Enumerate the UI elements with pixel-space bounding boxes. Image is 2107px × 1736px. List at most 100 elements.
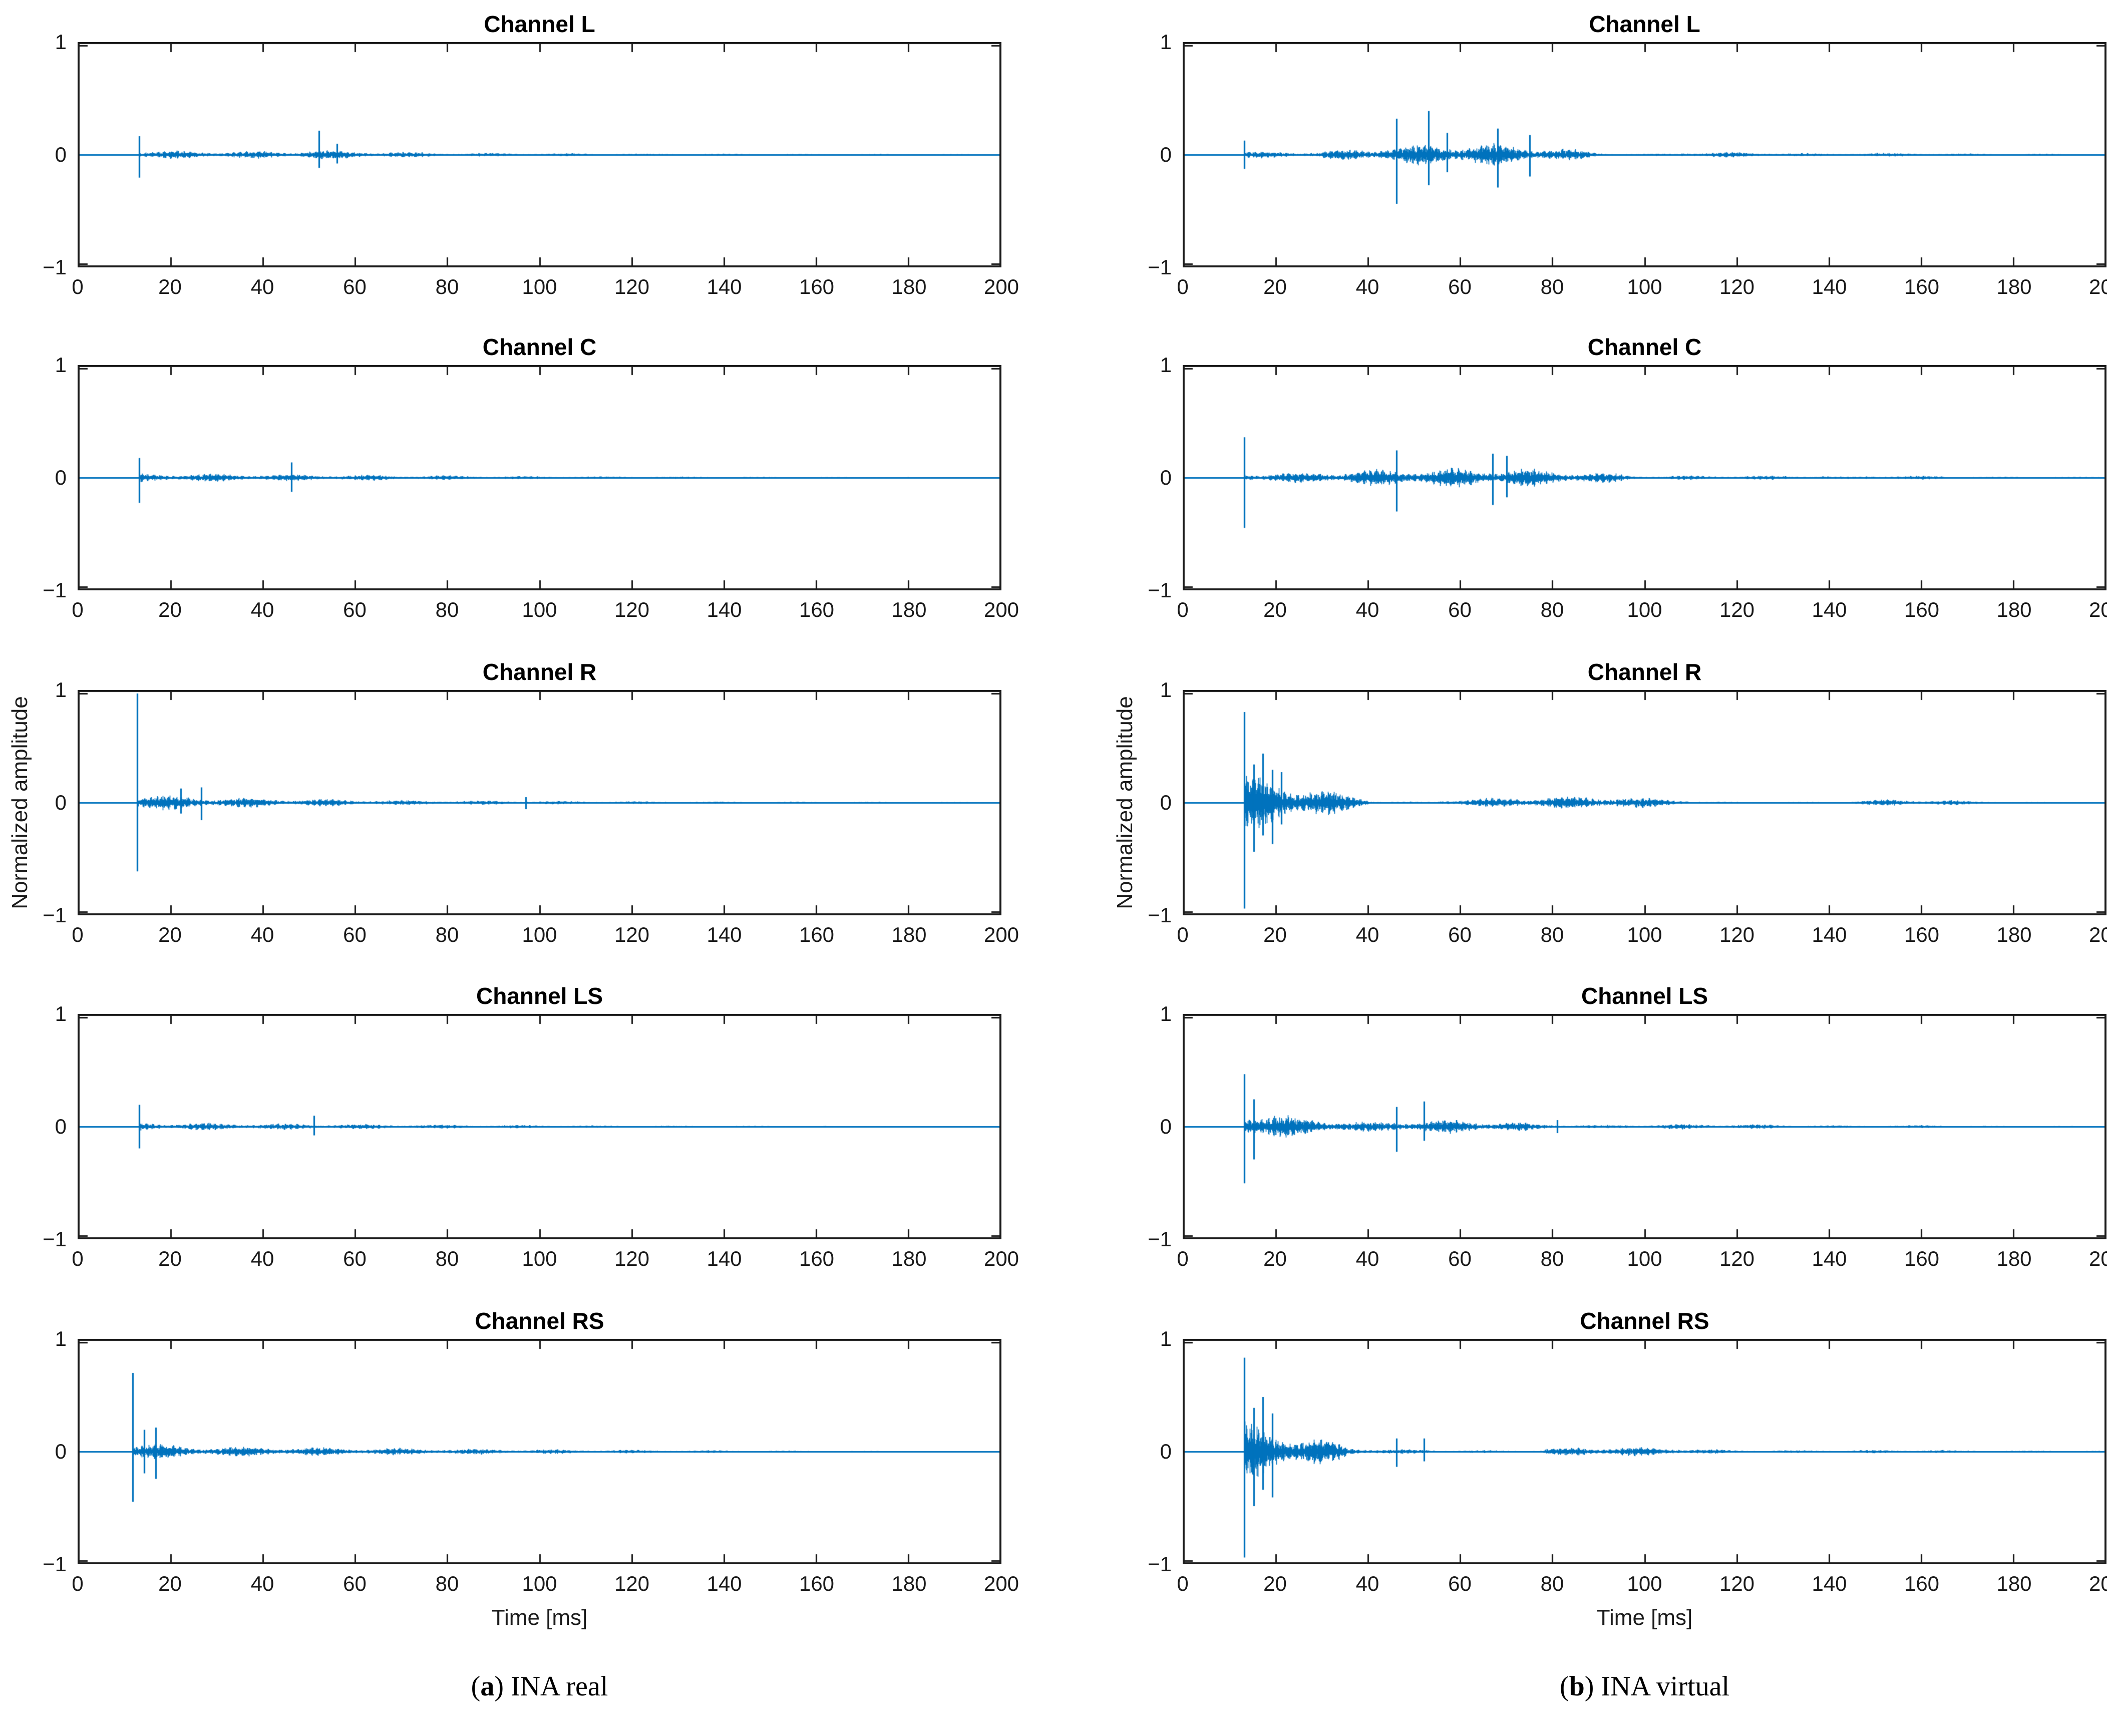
y-tick-label-a-R-0: 1 — [55, 678, 67, 702]
y-tick-label-b-C-2: −1 — [1148, 578, 1172, 602]
y-tick-label-a-L-2: −1 — [43, 255, 67, 279]
y-tick-label-b-L-1: 0 — [1160, 143, 1172, 166]
y-tick-label-b-R-2: −1 — [1148, 903, 1172, 927]
x-tick-label-b-RS-0: 0 — [1177, 1572, 1189, 1595]
y-tick-label-b-R-0: 1 — [1160, 678, 1172, 702]
x-tick-label-a-LS-10: 200 — [983, 1247, 1019, 1270]
y-tick-label-b-LS-2: −1 — [1148, 1227, 1172, 1251]
x-tick-label-b-LS-8: 160 — [1904, 1247, 1940, 1270]
x-tick-label-b-LS-6: 120 — [1719, 1247, 1755, 1270]
y-tick-label-a-L-0: 1 — [55, 30, 67, 54]
y-tick-label-a-R-1: 0 — [55, 791, 67, 814]
x-tick-label-a-R-2: 40 — [250, 923, 274, 946]
x-tick-label-b-LS-9: 180 — [1996, 1247, 2032, 1270]
x-tick-label-a-R-1: 20 — [158, 923, 182, 946]
y-tick-label-b-RS-0: 1 — [1160, 1327, 1172, 1350]
x-tick-label-b-C-0: 0 — [1177, 598, 1189, 621]
x-tick-label-a-L-4: 80 — [435, 275, 459, 298]
x-tick-label-a-L-6: 120 — [614, 275, 650, 298]
plot-title-b-L: Channel L — [1589, 11, 1700, 37]
y-tick-label-b-RS-1: 0 — [1160, 1440, 1172, 1463]
x-tick-label-a-LS-0: 0 — [72, 1247, 84, 1270]
caption-a-rest: ) INA real — [494, 1671, 608, 1702]
x-tick-label-b-C-4: 80 — [1540, 598, 1564, 621]
x-tick-label-b-L-4: 80 — [1540, 275, 1564, 298]
x-tick-label-a-C-9: 180 — [891, 598, 927, 621]
x-tick-label-a-RS-7: 140 — [707, 1572, 742, 1595]
x-tick-label-b-L-6: 120 — [1719, 275, 1755, 298]
x-tick-label-a-LS-9: 180 — [891, 1247, 927, 1270]
x-tick-label-a-L-1: 20 — [158, 275, 182, 298]
x-tick-label-b-C-3: 60 — [1448, 598, 1472, 621]
y-tick-label-a-R-2: −1 — [43, 903, 67, 927]
x-tick-label-a-LS-4: 80 — [435, 1247, 459, 1270]
x-tick-label-a-C-10: 200 — [983, 598, 1019, 621]
y-tick-label-a-C-1: 0 — [55, 466, 67, 489]
x-tick-label-a-LS-8: 160 — [799, 1247, 835, 1270]
x-tick-label-a-L-9: 180 — [891, 275, 927, 298]
y-tick-label-a-RS-1: 0 — [55, 1440, 67, 1463]
y-tick-label-b-L-0: 1 — [1160, 30, 1172, 54]
x-tick-label-b-RS-7: 140 — [1812, 1572, 1847, 1595]
x-tick-label-b-R-1: 20 — [1263, 923, 1287, 946]
x-tick-label-a-L-2: 40 — [250, 275, 274, 298]
waveform-canvas-a-L — [78, 42, 1001, 267]
x-tick-label-a-RS-9: 180 — [891, 1572, 927, 1595]
x-tick-label-b-C-5: 100 — [1627, 598, 1662, 621]
x-tick-label-b-LS-4: 80 — [1540, 1247, 1564, 1270]
x-tick-label-a-R-6: 120 — [614, 923, 650, 946]
x-tick-label-a-RS-10: 200 — [983, 1572, 1019, 1595]
x-tick-label-b-R-2: 40 — [1355, 923, 1379, 946]
y-tick-label-a-C-2: −1 — [43, 578, 67, 602]
x-tick-label-a-L-3: 60 — [343, 275, 367, 298]
waveform-canvas-a-LS — [78, 1014, 1001, 1239]
y-tick-label-a-RS-2: −1 — [43, 1552, 67, 1576]
waveform-canvas-b-R — [1183, 690, 2106, 915]
x-tick-label-a-C-5: 100 — [522, 598, 557, 621]
plot-title-b-RS: Channel RS — [1580, 1308, 1709, 1334]
x-tick-label-a-L-0: 0 — [72, 275, 84, 298]
x-tick-label-a-RS-2: 40 — [250, 1572, 274, 1595]
x-tick-label-b-LS-10: 200 — [2088, 1247, 2107, 1270]
x-tick-label-b-C-2: 40 — [1355, 598, 1379, 621]
x-tick-label-b-C-10: 200 — [2088, 598, 2107, 621]
x-tick-label-a-R-4: 80 — [435, 923, 459, 946]
y-tick-label-b-LS-0: 1 — [1160, 1002, 1172, 1025]
caption-a: (a) INA real — [78, 1670, 1001, 1702]
x-tick-label-b-L-7: 140 — [1812, 275, 1847, 298]
x-tick-label-a-R-0: 0 — [72, 923, 84, 946]
x-tick-label-b-L-2: 40 — [1355, 275, 1379, 298]
x-tick-label-b-R-0: 0 — [1177, 923, 1189, 946]
plot-title-b-R: Channel R — [1587, 659, 1702, 685]
x-tick-label-b-RS-6: 120 — [1719, 1572, 1755, 1595]
caption-b-rest: ) INA virtual — [1584, 1671, 1730, 1702]
x-tick-label-b-RS-9: 180 — [1996, 1572, 2032, 1595]
x-axis-label-a: Time [ms] — [491, 1605, 588, 1630]
x-tick-label-a-R-3: 60 — [343, 923, 367, 946]
x-tick-label-b-LS-2: 40 — [1355, 1247, 1379, 1270]
x-tick-label-a-RS-5: 100 — [522, 1572, 557, 1595]
y-tick-label-b-R-1: 0 — [1160, 791, 1172, 814]
x-tick-label-a-RS-0: 0 — [72, 1572, 84, 1595]
waveform-canvas-a-RS — [78, 1339, 1001, 1564]
y-tick-label-b-L-2: −1 — [1148, 255, 1172, 279]
x-tick-label-b-R-5: 100 — [1627, 923, 1662, 946]
x-tick-label-a-L-10: 200 — [983, 275, 1019, 298]
x-tick-label-b-L-1: 20 — [1263, 275, 1287, 298]
waveform-canvas-a-R — [78, 690, 1001, 915]
plot-title-a-L: Channel L — [484, 11, 595, 37]
plot-title-a-C: Channel C — [482, 334, 597, 360]
plot-title-b-LS: Channel LS — [1581, 983, 1708, 1009]
x-tick-label-a-C-0: 0 — [72, 598, 84, 621]
x-tick-label-b-RS-4: 80 — [1540, 1572, 1564, 1595]
x-tick-label-b-R-3: 60 — [1448, 923, 1472, 946]
x-tick-label-a-RS-4: 80 — [435, 1572, 459, 1595]
x-tick-label-b-RS-8: 160 — [1904, 1572, 1940, 1595]
x-tick-label-b-C-1: 20 — [1263, 598, 1287, 621]
y-tick-label-a-LS-0: 1 — [55, 1002, 67, 1025]
x-tick-label-b-L-0: 0 — [1177, 275, 1189, 298]
x-tick-label-a-C-2: 40 — [250, 598, 274, 621]
x-tick-label-a-LS-5: 100 — [522, 1247, 557, 1270]
x-tick-label-a-C-1: 20 — [158, 598, 182, 621]
x-axis-label-b: Time [ms] — [1596, 1605, 1693, 1630]
